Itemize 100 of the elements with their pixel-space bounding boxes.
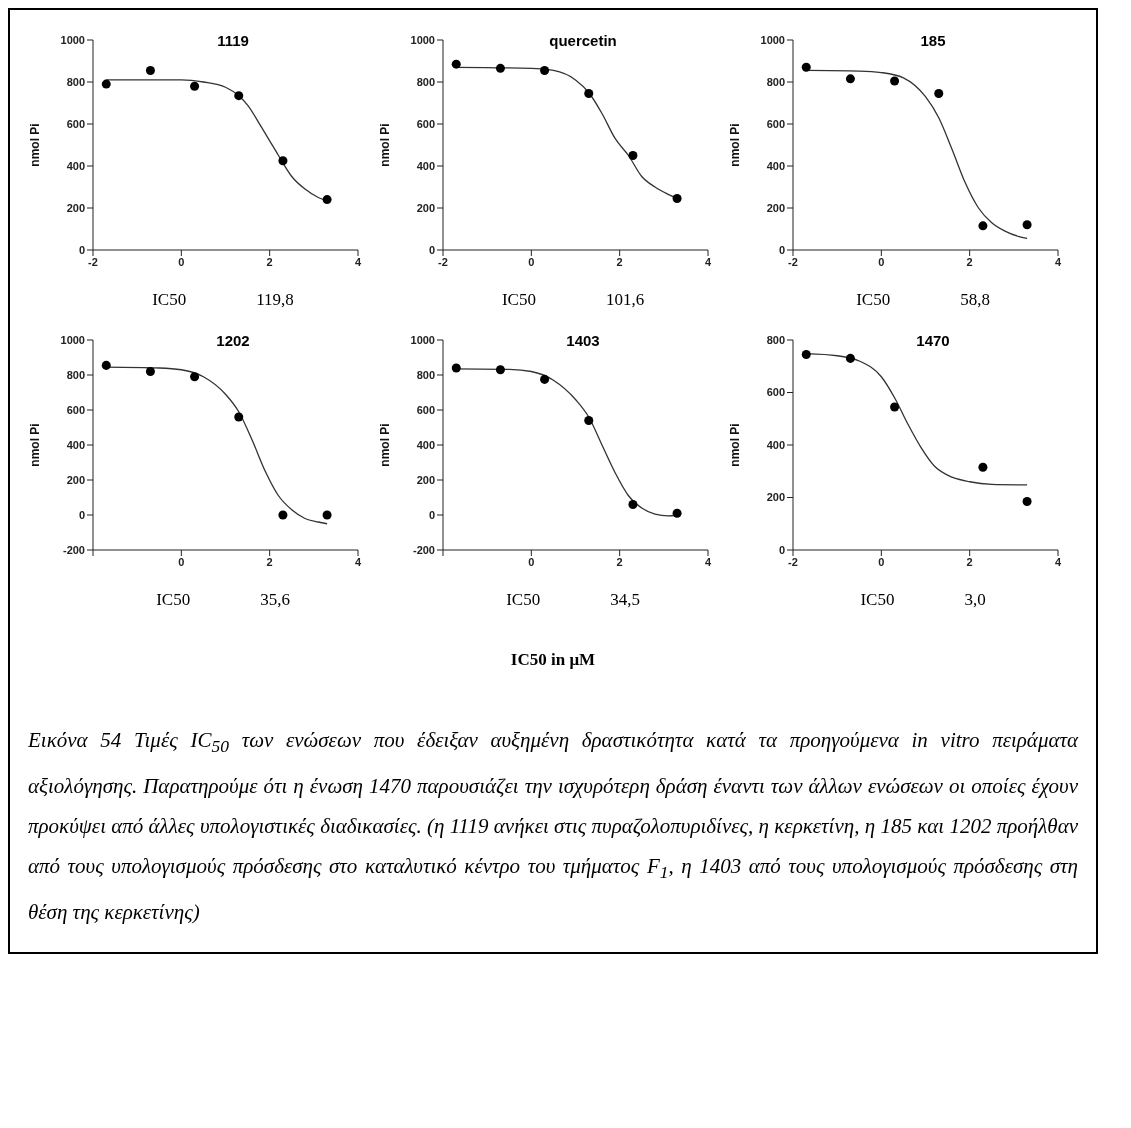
- text: 3,0: [964, 590, 986, 610]
- x-tick-label: -2: [788, 555, 798, 568]
- y-tick-label: 200: [66, 201, 85, 214]
- x-tick-label: 2: [966, 255, 973, 268]
- point: [672, 508, 682, 518]
- point: [845, 74, 855, 84]
- y-tick-label: 0: [78, 508, 85, 521]
- chart-title: 1403: [565, 332, 601, 349]
- text: IC50: [506, 590, 541, 610]
- y-tick-label: 1000: [60, 33, 85, 46]
- point: [451, 59, 461, 69]
- x-tick-label: 2: [266, 255, 273, 268]
- y-axis-title: nmol Pi: [28, 423, 43, 467]
- y-tick-label: 800: [66, 368, 85, 381]
- y-tick-label: 400: [416, 438, 435, 451]
- chart-title: 1119: [216, 32, 250, 49]
- point: [101, 360, 111, 370]
- y-tick-label: 0: [778, 543, 785, 556]
- y-tick-label: 200: [766, 201, 785, 214]
- y-tick-label: 800: [416, 368, 435, 381]
- y-tick-label: 200: [416, 473, 435, 486]
- point: [540, 65, 550, 75]
- point: [190, 81, 200, 91]
- y-tick-label: 400: [766, 438, 785, 451]
- text: 119,8: [256, 290, 294, 310]
- x-tick-label: -2: [438, 255, 448, 268]
- point: [540, 374, 550, 384]
- x-tick-label: 2: [616, 255, 623, 268]
- x-tick-label: -2: [88, 255, 98, 268]
- y-tick-label: -200: [62, 543, 85, 556]
- y-axis-title: nmol Pi: [728, 423, 743, 467]
- y-tick-label: 400: [66, 438, 85, 451]
- x-tick-label: 4: [1054, 555, 1062, 568]
- point: [934, 89, 944, 99]
- chart-title: 1470: [915, 332, 951, 349]
- x-tick-label: 2: [966, 555, 973, 568]
- x-tick-label: 0: [878, 555, 885, 568]
- point: [101, 79, 111, 89]
- point: [234, 91, 244, 101]
- text: IC50: [156, 590, 191, 610]
- y-tick-label: 0: [78, 243, 85, 256]
- y-tick-label: 800: [416, 75, 435, 88]
- point: [322, 195, 332, 205]
- chart-title: 1202: [215, 332, 251, 349]
- y-tick-label: 1000: [410, 333, 435, 346]
- y-tick-label: 1000: [410, 33, 435, 46]
- x-tick-label: 0: [878, 255, 885, 268]
- point: [801, 349, 811, 359]
- point: [1022, 496, 1032, 506]
- text: 58,8: [960, 290, 990, 310]
- point: [978, 221, 988, 231]
- y-tick-label: 0: [428, 508, 435, 521]
- point: [145, 366, 155, 377]
- point: [584, 415, 594, 426]
- y-tick-label: 200: [66, 473, 85, 486]
- text: IC50: [152, 290, 187, 310]
- y-tick-label: 400: [416, 159, 435, 172]
- x-tick-label: 2: [266, 555, 273, 568]
- y-tick-label: 600: [416, 403, 435, 416]
- y-tick-label: 400: [766, 159, 785, 172]
- y-tick-label: 1000: [760, 33, 785, 46]
- text: 35,6: [260, 590, 290, 610]
- y-tick-label: 200: [766, 491, 785, 504]
- point: [278, 510, 288, 520]
- chart-title: 185: [919, 32, 947, 49]
- point: [495, 63, 505, 73]
- y-tick-label: 600: [766, 117, 785, 130]
- point: [672, 194, 682, 204]
- point: [628, 499, 638, 510]
- text: 34,5: [610, 590, 640, 610]
- point: [322, 510, 332, 520]
- y-tick-label: 0: [778, 243, 785, 256]
- point: [495, 365, 505, 375]
- point: [1022, 220, 1032, 230]
- x-tick-label: 0: [178, 255, 185, 268]
- x-tick-label: 4: [704, 555, 712, 568]
- y-axis-title: nmol Pi: [378, 123, 393, 167]
- x-tick-label: 4: [1054, 255, 1062, 268]
- point: [451, 363, 461, 373]
- point: [890, 76, 900, 86]
- x-tick-label: 4: [354, 255, 362, 268]
- y-tick-label: 1000: [60, 333, 85, 346]
- x-tick-label: 4: [704, 255, 712, 268]
- y-tick-label: 800: [766, 75, 785, 88]
- y-tick-label: 600: [766, 386, 785, 399]
- x-tick-label: 0: [178, 555, 185, 568]
- point: [278, 156, 288, 166]
- text: IC50: [860, 590, 895, 610]
- point: [845, 353, 855, 363]
- text: IC50 in μM: [509, 650, 597, 670]
- y-axis-title: nmol Pi: [28, 123, 43, 167]
- y-tick-label: 200: [416, 201, 435, 214]
- y-tick-label: 800: [766, 333, 785, 346]
- point: [584, 89, 594, 99]
- text: 101,6: [605, 290, 645, 310]
- point: [801, 62, 811, 72]
- y-tick-label: 600: [66, 403, 85, 416]
- point: [234, 412, 244, 422]
- x-tick-label: 0: [528, 555, 535, 568]
- point: [978, 462, 988, 472]
